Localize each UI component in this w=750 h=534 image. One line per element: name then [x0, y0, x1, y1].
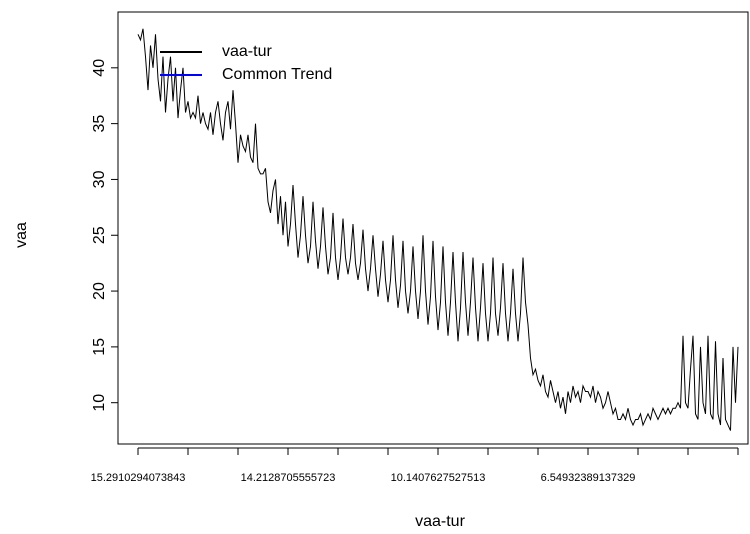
- x-tick-label: 14.2128705555723: [241, 472, 336, 484]
- y-axis-label: vaa: [13, 222, 30, 248]
- y-tick-label: 35: [91, 115, 108, 133]
- plot-box: [117, 11, 749, 445]
- y-tick-label: 30: [91, 170, 108, 188]
- x-tick-label: 15.2910294073843: [91, 472, 186, 484]
- y-tick-label: 25: [91, 226, 108, 244]
- y-tick-label: 20: [91, 282, 108, 300]
- y-tick-label: 40: [91, 59, 108, 77]
- legend-label: vaa-tur: [222, 43, 272, 60]
- series-line: [137, 28, 739, 431]
- x-tick-label: 10.1407627527513: [391, 472, 486, 484]
- x-tick-label: 6.54932389137329: [541, 472, 636, 484]
- y-tick-label: 10: [91, 394, 108, 412]
- legend-label: Common Trend: [222, 66, 332, 83]
- x-axis-label: vaa-tur: [415, 513, 465, 530]
- y-tick-label: 15: [91, 338, 108, 356]
